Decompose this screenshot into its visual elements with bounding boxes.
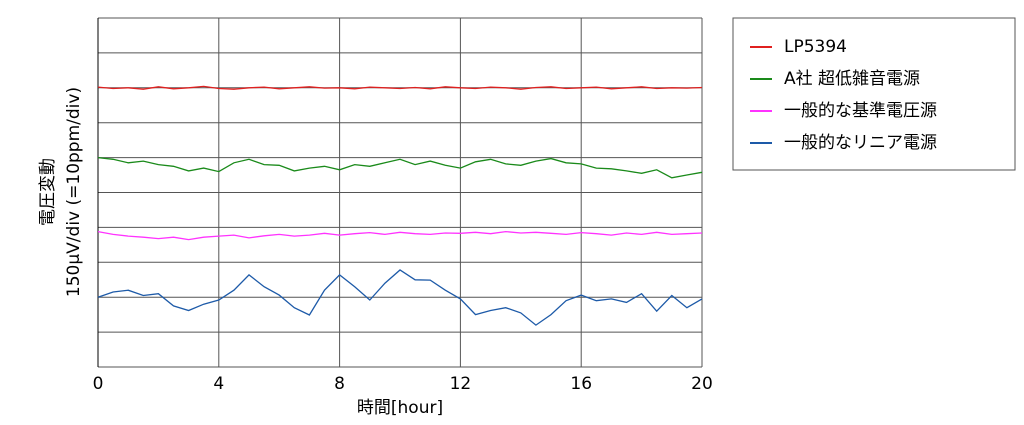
x-tick-label: 8 bbox=[334, 374, 345, 394]
x-tick-label: 0 bbox=[93, 374, 104, 394]
x-tick-label: 16 bbox=[570, 374, 592, 394]
x-tick-label: 4 bbox=[213, 374, 224, 394]
legend-label: LP5394 bbox=[784, 37, 847, 57]
series-line bbox=[97, 156, 703, 179]
x-tick-label: 12 bbox=[450, 374, 472, 394]
series-line bbox=[97, 85, 703, 90]
series-line bbox=[97, 230, 703, 241]
y-axis-title-line: 電圧変動 bbox=[38, 158, 58, 226]
legend-label: A社 超低雑音電源 bbox=[784, 69, 920, 89]
legend-label: 一般的なリニア電源 bbox=[784, 133, 937, 153]
legend-box bbox=[732, 17, 1016, 171]
legend-label: 一般的な基準電圧源 bbox=[784, 101, 937, 121]
x-tick-label: 20 bbox=[691, 374, 713, 394]
y-axis-title-line: 150μV/div (=10ppm/div) bbox=[64, 87, 84, 297]
series-line bbox=[97, 269, 703, 326]
x-axis-title: 時間[hour] bbox=[357, 398, 443, 418]
y-axis-title: 電圧変動 150μV/div (=10ppm/div) bbox=[38, 87, 84, 297]
